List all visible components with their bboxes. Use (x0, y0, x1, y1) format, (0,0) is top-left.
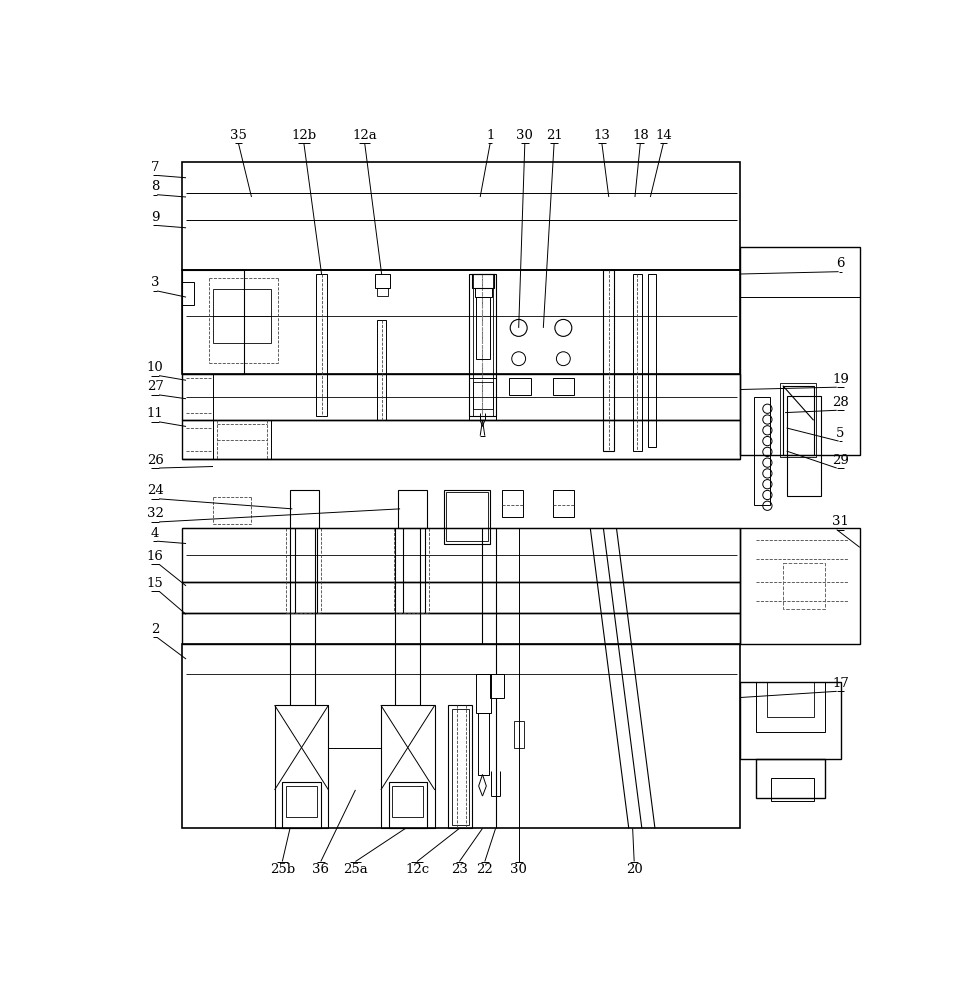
Bar (767, 682, 814, 717)
Bar (469, 378, 497, 420)
Bar (755, 682, 825, 732)
Text: 18: 18 (632, 129, 649, 142)
Bar (377, 288, 387, 296)
Text: 31: 31 (833, 515, 849, 528)
Bar (282, 782, 321, 828)
Bar (552, 378, 574, 395)
Bar (183, 528, 741, 582)
Bar (754, 397, 770, 505)
Text: 9: 9 (151, 211, 159, 224)
Text: 36: 36 (312, 863, 329, 876)
Bar (475, 674, 491, 713)
Text: 5: 5 (836, 427, 844, 440)
Bar (452, 709, 468, 825)
Bar (741, 247, 860, 455)
Bar (183, 374, 213, 459)
Text: 26: 26 (146, 454, 164, 466)
Text: 29: 29 (833, 454, 849, 466)
Bar (473, 382, 493, 416)
Bar (781, 383, 816, 457)
Bar (474, 288, 492, 297)
Bar (502, 490, 523, 517)
Bar (183, 282, 194, 305)
Bar (755, 759, 825, 798)
Bar (381, 705, 434, 828)
Text: 24: 24 (146, 484, 164, 497)
Bar (286, 786, 317, 817)
Text: 14: 14 (655, 129, 671, 142)
Bar (398, 490, 427, 528)
Bar (377, 320, 386, 420)
Bar (632, 274, 642, 451)
Bar (476, 297, 490, 359)
Bar (469, 274, 497, 416)
Text: 6: 6 (836, 257, 845, 270)
Bar (490, 674, 504, 698)
Text: 32: 32 (146, 507, 164, 520)
Text: 12a: 12a (352, 129, 377, 142)
Bar (783, 563, 825, 609)
Text: 16: 16 (146, 550, 164, 563)
Bar (183, 162, 741, 270)
Bar (446, 492, 488, 541)
Text: 27: 27 (146, 380, 164, 393)
Text: 15: 15 (146, 577, 164, 590)
Bar (771, 778, 814, 801)
Bar (388, 782, 427, 828)
Bar (183, 374, 741, 420)
Text: 12c: 12c (405, 863, 429, 876)
Text: 25a: 25a (344, 863, 368, 876)
Bar (603, 270, 614, 451)
Bar (444, 490, 490, 544)
Bar (183, 613, 741, 644)
Text: 30: 30 (510, 863, 527, 876)
Text: 19: 19 (833, 373, 849, 386)
Bar (741, 682, 840, 759)
Text: 22: 22 (476, 863, 493, 876)
Text: 2: 2 (151, 623, 159, 636)
Bar (290, 490, 319, 528)
Text: 4: 4 (151, 527, 159, 540)
Text: 12b: 12b (291, 129, 316, 142)
Text: 11: 11 (146, 407, 164, 420)
Text: 7: 7 (151, 161, 159, 174)
Text: 21: 21 (546, 129, 562, 142)
Text: 13: 13 (593, 129, 610, 142)
Bar (392, 786, 424, 817)
Bar (472, 274, 494, 288)
Bar (552, 490, 574, 517)
Bar (375, 274, 390, 288)
Bar (183, 420, 741, 459)
Text: 10: 10 (146, 361, 164, 374)
Text: 30: 30 (516, 129, 533, 142)
Text: 8: 8 (151, 180, 159, 193)
Bar (213, 420, 270, 459)
Bar (183, 270, 741, 374)
Text: 28: 28 (833, 396, 849, 409)
Bar (316, 274, 327, 416)
Text: 17: 17 (833, 677, 849, 690)
Bar (448, 705, 472, 828)
Bar (183, 644, 741, 828)
Text: 3: 3 (151, 276, 159, 289)
Bar (183, 270, 244, 374)
Bar (783, 386, 814, 455)
Bar (514, 721, 524, 748)
Text: 23: 23 (451, 863, 468, 876)
Bar (648, 274, 656, 447)
Text: 35: 35 (230, 129, 247, 142)
Bar (478, 713, 489, 774)
Bar (213, 289, 270, 343)
Bar (509, 378, 531, 395)
Bar (274, 705, 329, 828)
Bar (183, 582, 741, 613)
Bar (787, 396, 821, 496)
Text: 20: 20 (626, 863, 642, 876)
Text: 1: 1 (486, 129, 495, 142)
Bar (473, 274, 493, 409)
Text: 25b: 25b (269, 863, 295, 876)
Bar (741, 528, 860, 644)
